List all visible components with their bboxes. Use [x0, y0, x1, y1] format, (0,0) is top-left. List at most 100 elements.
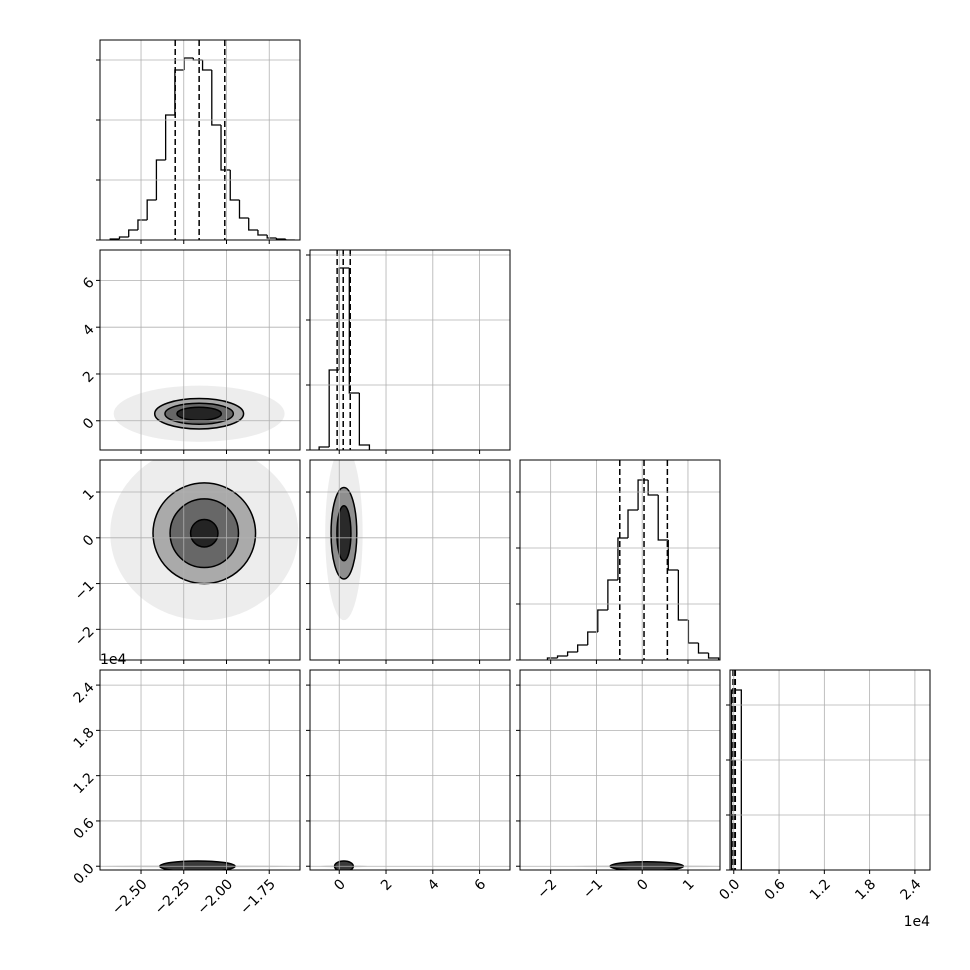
hist-bin	[730, 689, 742, 870]
hist-bin	[146, 199, 157, 220]
panel-frame	[99, 459, 301, 661]
y-tick-label: −2	[72, 624, 98, 650]
panel	[306, 669, 511, 874]
hist-bin	[275, 238, 286, 240]
y-tick-label: 0	[80, 532, 98, 550]
panel	[96, 39, 301, 244]
panel	[96, 669, 301, 874]
hist-bin	[657, 495, 669, 541]
y-tick-label: 6	[80, 275, 98, 293]
y-tick-label: 0.6	[71, 815, 98, 842]
hist-bin	[546, 657, 558, 660]
y-tick-label: 1	[80, 486, 98, 504]
x-offset-label: 1e4	[904, 914, 931, 930]
hist-bin	[677, 570, 689, 621]
hist-bin	[556, 655, 568, 658]
panel-frame	[309, 459, 511, 661]
panel	[726, 669, 931, 874]
x-tick-label: −2.00	[194, 876, 236, 918]
panel-plot	[113, 385, 285, 442]
panel-frame	[519, 669, 721, 871]
hist-bin	[229, 170, 240, 201]
y-offset-label: 1e4	[100, 652, 127, 668]
x-tick-label: 1	[680, 876, 698, 894]
hist-bin	[577, 644, 588, 652]
hist-bin	[257, 230, 268, 236]
x-tick-label: 2.4	[898, 876, 925, 903]
hist-bin	[318, 446, 330, 450]
hist-bin	[174, 69, 185, 115]
hist-bin	[128, 229, 138, 237]
panel-frame	[309, 249, 511, 451]
hist-bin	[211, 70, 222, 126]
panel-plot	[109, 40, 295, 240]
x-tick-label: 1.2	[807, 876, 834, 903]
x-tick-label: 1.8	[852, 876, 879, 903]
x-tick-label: −2.50	[109, 876, 151, 918]
x-tick-label: −1	[580, 876, 606, 902]
panel	[306, 249, 511, 454]
y-tick-label: 0.0	[71, 861, 98, 888]
hist-bin	[637, 479, 649, 510]
panel-frame	[99, 39, 301, 241]
hist-bin	[667, 540, 679, 571]
hist-bin	[201, 60, 212, 71]
hist-bin	[164, 114, 175, 160]
x-tick-label: 0	[331, 876, 349, 894]
hist-bin	[238, 200, 249, 219]
hist-bin	[687, 620, 699, 644]
x-tick-label: −1.75	[237, 876, 279, 918]
panel	[96, 459, 301, 664]
panel-frame	[99, 669, 301, 871]
hist-bin	[647, 480, 659, 496]
hist-bin	[137, 219, 148, 230]
y-tick-label: −1	[72, 578, 98, 604]
hist-bin	[627, 509, 639, 538]
x-tick-label: 0.6	[762, 876, 789, 903]
hist-bin	[597, 609, 608, 632]
panel	[306, 459, 511, 664]
hist-bin	[607, 579, 618, 610]
panel	[516, 459, 721, 664]
panel-frame	[729, 669, 931, 871]
hist-bin	[266, 235, 277, 239]
hist-bin	[348, 268, 360, 394]
x-tick-label: 4	[425, 876, 443, 894]
panel-frame	[519, 459, 721, 661]
hist-bin	[328, 369, 340, 447]
x-tick-label: 0	[634, 876, 652, 894]
panel-frame	[99, 249, 301, 451]
contour	[336, 505, 352, 562]
panel-plot	[730, 670, 742, 870]
hist-bin	[358, 393, 371, 450]
hist-bin	[566, 651, 578, 656]
hist-bin	[248, 218, 258, 231]
hist-bin	[617, 537, 629, 580]
hist-bin	[284, 239, 295, 240]
panel-plot	[546, 460, 720, 660]
panel-plot	[110, 460, 299, 621]
y-tick-label: 1.8	[71, 725, 98, 752]
hist-bin	[338, 267, 350, 370]
hist-bin	[118, 236, 129, 239]
x-tick-label: 0.0	[716, 876, 743, 903]
x-tick-label: −2	[534, 876, 560, 902]
y-tick-label: 2	[80, 368, 98, 386]
panel	[516, 669, 721, 874]
y-tick-label: 2.4	[71, 679, 98, 706]
panel-frame	[309, 669, 511, 871]
panel	[96, 249, 301, 454]
contour	[176, 406, 223, 422]
panel-plot	[318, 250, 371, 450]
x-tick-label: 2	[378, 876, 396, 894]
hist-bin	[220, 125, 231, 171]
hist-bin	[697, 643, 709, 654]
y-tick-label: 0	[80, 415, 98, 433]
hist-bin	[155, 159, 166, 200]
x-tick-label: 6	[472, 876, 490, 894]
y-tick-label: 1.2	[71, 770, 98, 797]
x-tick-label: −2.25	[152, 876, 194, 918]
hist-bin	[587, 631, 598, 645]
hist-bin	[707, 653, 720, 660]
